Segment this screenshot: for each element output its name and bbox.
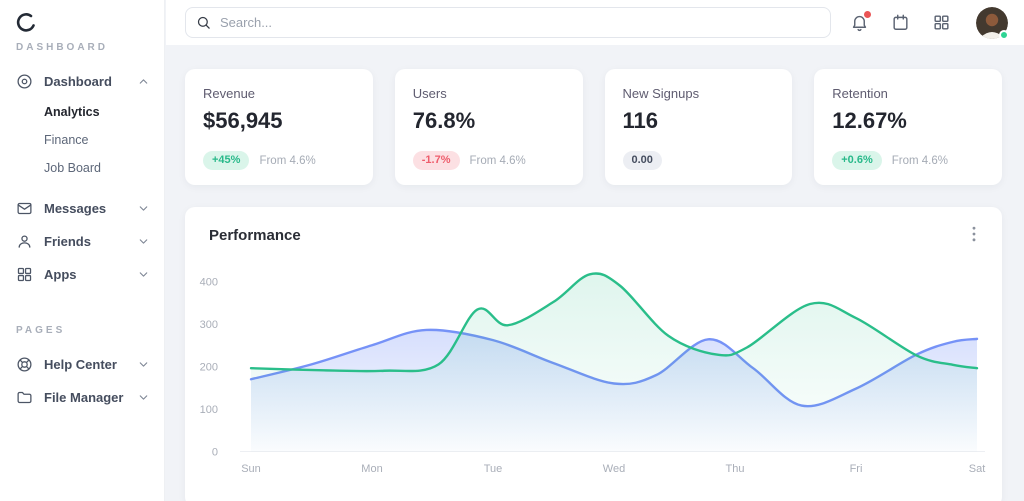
stat-badge: -1.7% xyxy=(412,151,460,170)
chevron-down-icon xyxy=(137,391,150,404)
stat-title: Users xyxy=(412,86,447,101)
mail-icon xyxy=(16,200,33,217)
stat-card-users[interactable]: Users 76.8% -1.7% From 4.6% xyxy=(394,69,583,185)
stat-badge: +45% xyxy=(203,151,250,170)
stat-note: From 4.6% xyxy=(891,154,948,167)
svg-text:Wed: Wed xyxy=(603,463,625,475)
user-icon xyxy=(16,233,33,250)
folder-icon xyxy=(16,389,33,406)
sidebar-item-apps[interactable]: Apps xyxy=(0,258,164,291)
stat-value: 12.67% xyxy=(832,108,907,133)
svg-text:200: 200 xyxy=(200,362,218,374)
stats-row: Revenue $56,945 +45% From 4.6% Users 76.… xyxy=(185,69,1002,185)
topbar-actions xyxy=(849,6,1009,40)
notification-dot xyxy=(864,10,871,18)
stat-badge: +0.6% xyxy=(832,151,882,170)
svg-text:Sat: Sat xyxy=(969,463,986,475)
sidebar-item-friends[interactable]: Friends xyxy=(0,225,164,258)
stat-card-new-signups[interactable]: New Signups 116 0.00 xyxy=(604,69,793,185)
sidebar-item-label: Apps xyxy=(44,267,77,282)
svg-text:Thu: Thu xyxy=(726,463,745,475)
chevron-down-icon xyxy=(137,235,150,248)
apps-grid-icon xyxy=(933,14,949,30)
grid-icon xyxy=(16,266,33,283)
svg-text:Tue: Tue xyxy=(484,463,503,475)
svg-text:Fri: Fri xyxy=(850,463,863,475)
sidebar-item-analytics[interactable]: Analytics xyxy=(44,105,100,119)
svg-text:100: 100 xyxy=(200,404,218,416)
stat-card-revenue[interactable]: Revenue $56,945 +45% From 4.6% xyxy=(185,69,373,185)
sidebar-item-label: Help Center xyxy=(44,357,117,372)
stat-badge: 0.00 xyxy=(622,151,662,170)
topbar xyxy=(166,0,1024,45)
svg-text:Mon: Mon xyxy=(361,463,382,475)
notifications-button[interactable] xyxy=(849,10,871,33)
performance-title: Performance xyxy=(209,226,301,244)
svg-text:400: 400 xyxy=(200,277,218,289)
stat-value: 76.8% xyxy=(412,108,476,133)
stat-title: New Signups xyxy=(622,86,700,101)
stat-value: $56,945 xyxy=(203,108,283,133)
sidebar: DASHBOARD Dashboard Analytics Finance Jo… xyxy=(0,0,165,501)
performance-chart[interactable]: 0 100 200 300 400 Sun Mon Tue Wed Thu Fri Sat xyxy=(185,254,1002,501)
sidebar-item-help-center[interactable]: Help Center xyxy=(0,348,164,381)
app-logo-icon[interactable] xyxy=(14,10,40,36)
card-menu-button[interactable] xyxy=(964,224,984,246)
chevron-down-icon xyxy=(137,202,150,215)
sidebar-item-file-manager[interactable]: File Manager xyxy=(0,381,164,414)
stat-title: Retention xyxy=(832,86,888,101)
sidebar-item-label: File Manager xyxy=(44,390,124,405)
chevron-up-icon xyxy=(137,75,150,88)
kebab-menu-icon xyxy=(972,226,976,242)
sidebar-item-job-board[interactable]: Job Board xyxy=(44,161,101,175)
calendar-icon xyxy=(892,14,908,30)
stat-title: Revenue xyxy=(203,86,256,101)
sidebar-item-label: Messages xyxy=(44,201,107,216)
disc-icon xyxy=(16,73,33,90)
main-content: Revenue $56,945 +45% From 4.6% Users 76.… xyxy=(166,45,1024,501)
chevron-down-icon xyxy=(137,268,150,281)
sidebar-item-label: Friends xyxy=(44,234,91,249)
search-input[interactable] xyxy=(185,7,831,38)
calendar-button[interactable] xyxy=(890,13,910,33)
sidebar-section-pages: PAGES xyxy=(16,325,66,336)
svg-text:Sun: Sun xyxy=(241,463,261,475)
svg-text:300: 300 xyxy=(200,319,218,331)
chevron-down-icon xyxy=(137,358,150,371)
sidebar-item-finance[interactable]: Finance xyxy=(44,133,89,147)
stat-value: 116 xyxy=(622,108,659,133)
sidebar-item-messages[interactable]: Messages xyxy=(0,192,164,225)
performance-card: Performance 0 100 200 300 400 Sun Mon Tue Wed Thu… xyxy=(185,207,1002,501)
online-status-dot xyxy=(999,29,1009,40)
user-avatar[interactable] xyxy=(976,6,1009,40)
bell-icon xyxy=(852,15,866,31)
life-buoy-icon xyxy=(16,356,33,373)
sidebar-item-dashboard[interactable]: Dashboard xyxy=(0,65,164,98)
stat-card-retention[interactable]: Retention 12.67% +0.6% From 4.6% xyxy=(814,69,1002,185)
svg-text:0: 0 xyxy=(212,447,218,459)
search-box xyxy=(185,7,831,38)
stat-note: From 4.6% xyxy=(259,154,316,167)
search-icon xyxy=(196,15,211,30)
apps-launcher-button[interactable] xyxy=(931,13,951,33)
sidebar-item-label: Dashboard xyxy=(44,74,112,89)
sidebar-section-dashboard: DASHBOARD xyxy=(16,42,108,53)
stat-note: From 4.6% xyxy=(469,154,526,167)
